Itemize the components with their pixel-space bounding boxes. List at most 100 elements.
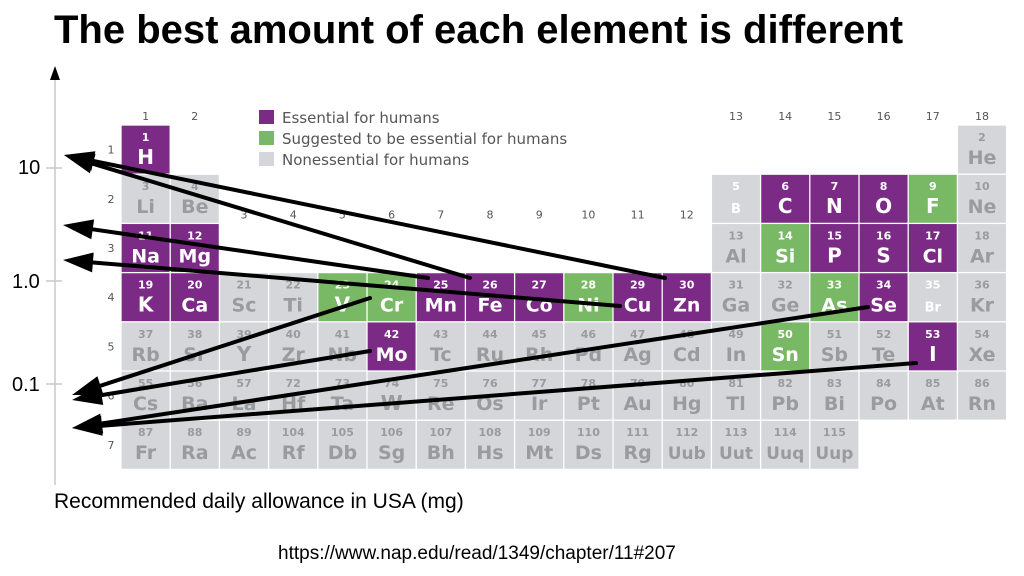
element-symbol: Ra (181, 442, 208, 464)
arrow-shaft (91, 159, 667, 280)
period-label-1: 1 (108, 144, 115, 157)
element-cell-bg (416, 273, 465, 322)
element-number: 89 (236, 426, 251, 439)
element-symbol: Hs (476, 442, 503, 464)
group-label-7: 7 (437, 208, 444, 221)
element-number: 77 (532, 377, 547, 390)
element-P: 15P (810, 224, 859, 272)
group-label-1: 1 (142, 110, 149, 123)
arrow-head (72, 385, 104, 405)
element-cell-bg (761, 174, 810, 223)
element-number: 49 (728, 328, 743, 341)
element-number: 13 (728, 229, 743, 242)
element-Sc: 21 Sc (220, 273, 268, 322)
element-number: 35 (925, 279, 940, 292)
element-B: 5B (712, 174, 760, 223)
element-symbol: Ac (231, 442, 257, 464)
element-symbol: Be (181, 196, 208, 218)
group-label-18: 18 (975, 110, 989, 123)
element-symbol: He (968, 147, 997, 169)
arrow-head (64, 154, 96, 174)
element-symbol: Cd (673, 344, 701, 366)
legend: Essential for humans Suggested to be ess… (259, 109, 567, 169)
period-label-4: 4 (108, 291, 115, 304)
element-symbol: Ta (331, 393, 354, 415)
element-symbol: H (137, 145, 154, 169)
element-symbol: Pb (771, 393, 799, 415)
element-number: 17 (925, 229, 940, 242)
element-symbol: Te (872, 344, 895, 366)
element-symbol: Rh (525, 344, 553, 366)
element-Ni: 28 Ni (564, 273, 613, 322)
group-label-10: 10 (581, 208, 595, 221)
element-Ru: 44 Ru (466, 322, 514, 371)
element-symbol: Cu (624, 295, 651, 317)
element-symbol: Rb (131, 344, 159, 366)
period-label-2: 2 (108, 193, 115, 206)
y-label-10: 10 (18, 157, 41, 179)
element-cell-bg (859, 224, 908, 272)
element-symbol: Bh (427, 442, 455, 464)
group-label-11: 11 (631, 208, 645, 221)
element-number: 110 (577, 426, 600, 439)
element-Sr: 38Sr (170, 322, 219, 371)
arrow-shaft (90, 161, 472, 280)
element-cell-bg (958, 224, 1006, 272)
element-number: 113 (725, 426, 748, 439)
element-number: 108 (479, 426, 502, 439)
group-label-9: 9 (536, 208, 543, 221)
element-cell-bg (712, 273, 760, 322)
arrow-i (72, 361, 918, 436)
element-cell-bg (761, 322, 810, 371)
element-number: 6 (781, 180, 789, 193)
element-cell-bg (367, 420, 416, 469)
group-label-14: 14 (778, 110, 792, 123)
element-symbol: Uub (668, 444, 706, 464)
element-cell-bg (662, 420, 711, 469)
element-Si: 14 Si (761, 224, 810, 272)
element-symbol: Sb (821, 344, 848, 366)
element-number: 54 (974, 328, 990, 341)
element-cell-bg (958, 273, 1006, 322)
element-number: 107 (429, 426, 452, 439)
element-number: 18 (974, 229, 989, 242)
element-cell-bg (318, 322, 367, 371)
element-cell-bg (269, 420, 318, 469)
group-label-8: 8 (487, 208, 494, 221)
element-symbol: Al (725, 245, 746, 267)
element-H: 1H (121, 125, 170, 174)
element-cell-bg (613, 371, 662, 420)
element-number: 115 (823, 426, 846, 439)
element-number: 86 (974, 377, 990, 390)
element-cell-bg (121, 420, 170, 469)
element-cell-bg (416, 371, 465, 420)
element-number: 84 (876, 377, 892, 390)
period-label-3: 3 (108, 242, 115, 255)
element-Ra: 88 Ra (170, 420, 219, 469)
arrow-mn (63, 219, 430, 280)
element-C: 6C (761, 174, 810, 223)
element-cell-bg (220, 322, 268, 371)
element-cell-bg (613, 273, 662, 322)
element-symbol: Ne (968, 196, 997, 218)
element-cell-bg (170, 273, 219, 322)
group-label-4: 4 (290, 208, 297, 221)
element-cell-bg (810, 420, 859, 469)
arrow-shaft (90, 260, 622, 308)
element-symbol: Au (623, 393, 651, 415)
element-number: 32 (778, 279, 793, 292)
element-symbol: Xe (968, 344, 995, 366)
element-symbol: In (726, 344, 747, 366)
element-Al: 13 Al (712, 224, 760, 272)
element-symbol: Rf (282, 442, 306, 464)
element-number: 33 (827, 279, 842, 292)
element-number: 83 (827, 377, 842, 390)
element-cell-bg (761, 420, 810, 469)
element-N: 7N (810, 174, 859, 223)
element-symbol: N (826, 194, 843, 218)
element-symbol: V (335, 293, 351, 317)
element-cell-bg (662, 273, 711, 322)
element-number: 45 (532, 328, 547, 341)
element-number: 21 (236, 279, 251, 292)
